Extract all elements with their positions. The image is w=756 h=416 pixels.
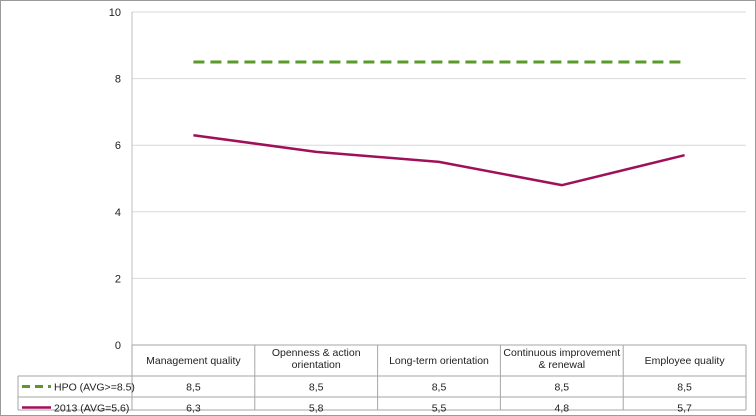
category-label: & renewal bbox=[538, 359, 585, 371]
data-table-value: 5,7 bbox=[677, 403, 692, 415]
y-tick-label: 4 bbox=[115, 207, 121, 219]
data-table-value: 8,5 bbox=[186, 382, 201, 394]
category-label: Continuous improvement bbox=[503, 347, 620, 359]
data-table-value: 5,8 bbox=[309, 403, 324, 415]
legend-label: 2013 (AVG=5.6) bbox=[54, 403, 129, 415]
y-tick-label: 0 bbox=[115, 340, 121, 352]
data-table-value: 8,5 bbox=[309, 382, 324, 394]
data-table-value: 4,8 bbox=[554, 403, 569, 415]
y-tick-label: 8 bbox=[115, 74, 121, 86]
legend-label: HPO (AVG>=8.5) bbox=[54, 382, 135, 394]
y-tick-label: 10 bbox=[109, 7, 121, 19]
data-table-value: 8,5 bbox=[554, 382, 569, 394]
series-line bbox=[193, 133, 685, 187]
category-label: Employee quality bbox=[645, 355, 726, 367]
category-label: Long-term orientation bbox=[389, 355, 489, 367]
data-table-value: 6,3 bbox=[186, 403, 201, 415]
category-label: orientation bbox=[292, 359, 341, 371]
category-label: Management quality bbox=[146, 355, 241, 367]
category-label: Openness & action bbox=[272, 347, 361, 359]
data-table-value: 8,5 bbox=[677, 382, 692, 394]
y-tick-label: 6 bbox=[115, 140, 121, 152]
y-tick-label: 2 bbox=[115, 273, 121, 285]
data-table-value: 8,5 bbox=[432, 382, 447, 394]
data-table-value: 5,5 bbox=[432, 403, 447, 415]
